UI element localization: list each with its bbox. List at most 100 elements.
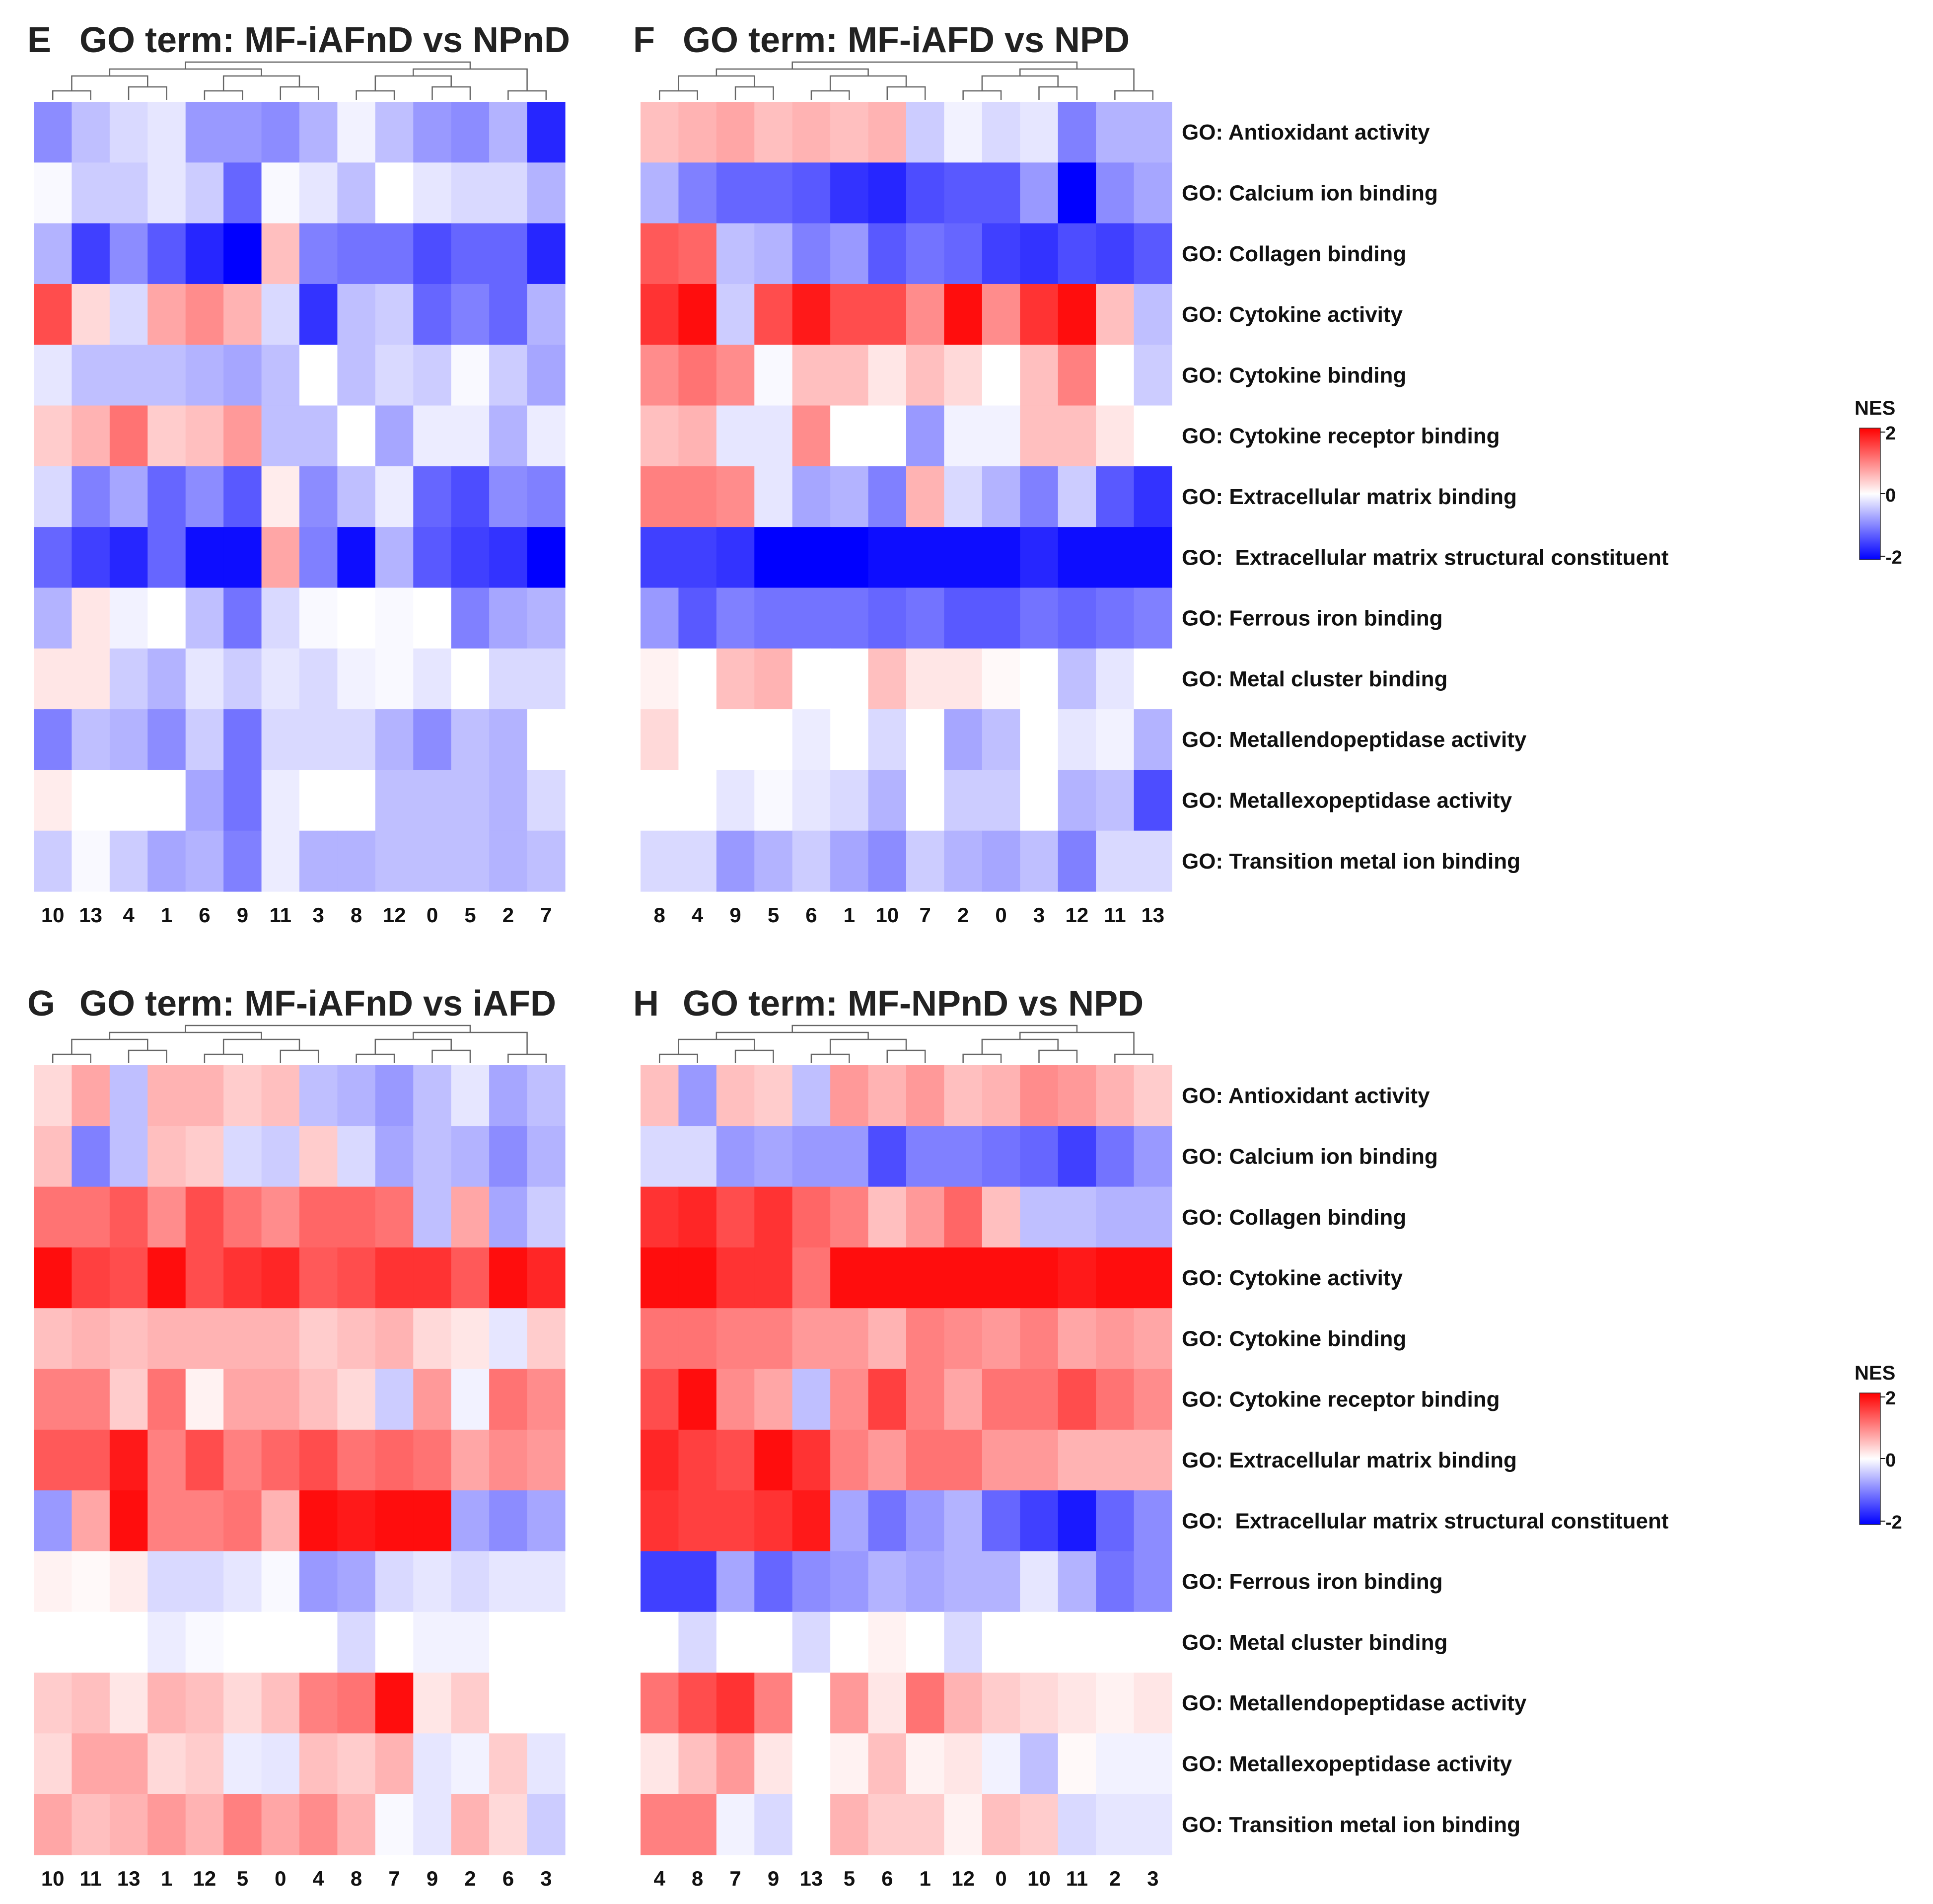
heatmap-cell: [641, 284, 679, 345]
heatmap-cell: [1096, 1247, 1135, 1309]
heatmap-cell: [413, 1186, 452, 1248]
heatmap-cell: [451, 648, 490, 710]
row-label: GO: Metallexopeptidase activity: [1182, 789, 1512, 813]
heatmap-cell: [34, 1611, 72, 1673]
heatmap-cell: [489, 527, 528, 588]
heatmap-cell: [944, 284, 983, 345]
heatmap-cell: [34, 648, 72, 710]
heatmap-cell: [754, 1369, 793, 1430]
heatmap-cell: [72, 1733, 110, 1795]
heatmap-cell: [147, 1308, 186, 1370]
heatmap-cell: [527, 284, 566, 345]
heatmap-cell: [299, 1673, 338, 1734]
heatmap-cell: [451, 587, 490, 649]
heatmap-cell: [147, 770, 186, 831]
heatmap-cell: [72, 1794, 110, 1855]
heatmap-cell: [716, 345, 755, 406]
heatmap-cell: [147, 1065, 186, 1126]
column-label: 8: [654, 903, 665, 927]
heatmap-cell: [185, 1551, 224, 1612]
heatmap-cell: [1096, 648, 1135, 710]
heatmap-cell: [109, 1551, 148, 1612]
heatmap-cell: [147, 1490, 186, 1552]
heatmap-cell: [641, 770, 679, 831]
heatmap-cell: [868, 1673, 907, 1734]
heatmap-cell: [754, 405, 793, 467]
heatmap-cell: [1020, 162, 1059, 224]
heatmap-cell: [413, 1551, 452, 1612]
dendrogram-branch: [658, 1053, 698, 1063]
heatmap-cell: [185, 709, 224, 770]
column-label: 4: [123, 903, 135, 927]
heatmap-cell: [868, 466, 907, 527]
heatmap-cell: [830, 1429, 869, 1491]
heatmap-cell: [830, 648, 869, 710]
heatmap-cell: [1020, 1369, 1059, 1430]
heatmap-cell: [982, 1733, 1020, 1795]
heatmap-cell: [830, 830, 869, 892]
heatmap-cell: [1134, 587, 1172, 649]
heatmap-cell: [34, 1065, 72, 1126]
heatmap-cell: [337, 162, 376, 224]
heatmap-cell: [641, 1065, 679, 1126]
heatmap-cell: [261, 1490, 300, 1552]
heatmap-cell: [337, 284, 376, 345]
heatmap-cell: [72, 345, 110, 406]
heatmap-cell: [451, 223, 490, 285]
row-label: GO: Cytokine receptor binding: [1182, 1388, 1500, 1412]
panel-h-column-labels: 4 8 7 9 13 5 6 1 12 0 10 11 2 3: [654, 1867, 1159, 1890]
heatmap-cell: [147, 284, 186, 345]
column-label: 0: [427, 903, 438, 927]
heatmap-cell: [1096, 405, 1135, 467]
heatmap-cell: [906, 648, 945, 710]
column-label: 13: [117, 1867, 141, 1890]
heatmap-cell: [72, 1065, 110, 1126]
heatmap-cell: [678, 1186, 717, 1248]
dendrogram-branch: [52, 1053, 91, 1063]
heatmap-cell: [261, 709, 300, 770]
heatmap-cell: [34, 162, 72, 224]
heatmap-cell: [830, 405, 869, 467]
heatmap-cell: [1058, 345, 1096, 406]
heatmap-cell: [337, 1308, 376, 1370]
heatmap-cell: [527, 1126, 566, 1187]
heatmap-cell: [754, 527, 793, 588]
heatmap-cell: [223, 587, 262, 649]
heatmap-cell: [792, 1733, 831, 1795]
heatmap-cell: [261, 1733, 300, 1795]
heatmap-cell: [1020, 466, 1059, 527]
heatmap-cell: [527, 587, 566, 649]
heatmap-cell: [413, 405, 452, 467]
heatmap-cell: [261, 770, 300, 831]
heatmap-cell: [1096, 466, 1135, 527]
heatmap-cell: [678, 1673, 717, 1734]
heatmap-cell: [337, 709, 376, 770]
heatmap-cell: [109, 405, 148, 467]
heatmap-cell: [1096, 1065, 1135, 1126]
dendrogram-branch: [356, 90, 395, 100]
heatmap-cell: [489, 1186, 528, 1248]
dendrogram-branch: [128, 86, 167, 100]
dendrogram-branch: [222, 75, 300, 91]
heatmap-cell: [489, 1369, 528, 1430]
row-label: GO: Antioxidant activity: [1182, 120, 1430, 145]
heatmap-cell: [868, 1065, 907, 1126]
heatmap-cell: [337, 830, 376, 892]
heatmap-cell: [830, 1794, 869, 1855]
heatmap-cell: [982, 709, 1020, 770]
heatmap-cell: [944, 1308, 983, 1370]
heatmap-cell: [754, 466, 793, 527]
heatmap-cell: [944, 1490, 983, 1552]
panel-e-letter: E: [27, 20, 51, 60]
heatmap-cell: [906, 1065, 945, 1126]
heatmap-cell: [223, 102, 262, 163]
heatmap-cell: [375, 587, 414, 649]
row-label: GO: Collagen binding: [1182, 1205, 1406, 1230]
heatmap-cell: [944, 830, 983, 892]
heatmap-cell: [1134, 1551, 1172, 1612]
heatmap-cell: [868, 1247, 907, 1309]
heatmap-cell: [1134, 405, 1172, 467]
heatmap-cell: [451, 1065, 490, 1126]
heatmap-cell: [641, 1673, 679, 1734]
heatmap-cell: [451, 1733, 490, 1795]
